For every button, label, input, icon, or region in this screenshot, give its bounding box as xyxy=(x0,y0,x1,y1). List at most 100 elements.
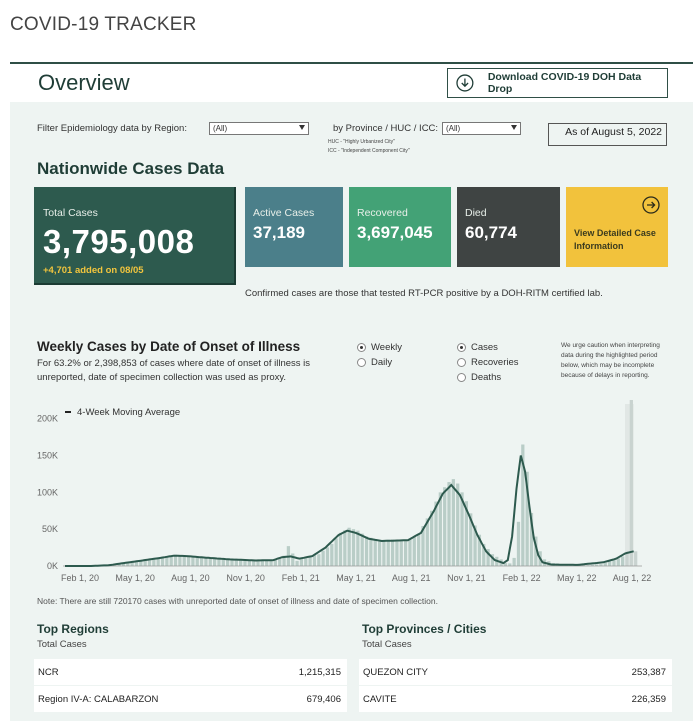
bar xyxy=(334,538,338,566)
radio-deaths[interactable]: Deaths xyxy=(457,372,501,383)
bar xyxy=(152,558,156,566)
bar xyxy=(503,563,508,566)
region-select-value: (All) xyxy=(213,124,228,133)
radio-dot-icon xyxy=(457,343,466,352)
bar xyxy=(625,552,629,566)
bar xyxy=(221,558,225,566)
x-tick-label: Feb 1, 21 xyxy=(282,573,320,583)
bar xyxy=(212,557,217,566)
province-filter-label: by Province / HUC / ICC: xyxy=(333,123,439,134)
bar xyxy=(256,560,260,566)
radio-weekly[interactable]: Weekly xyxy=(357,342,402,353)
bar xyxy=(195,556,199,566)
died-value: 60,774 xyxy=(465,223,517,242)
radio-recoveries[interactable]: Recoveries xyxy=(457,357,519,368)
download-circle-icon xyxy=(456,74,474,92)
region-row[interactable]: Region IV-A: CALABARZON 679,406 xyxy=(34,686,347,712)
died-label: Died xyxy=(465,207,487,219)
view-detailed-case-button[interactable]: View Detailed Case Information xyxy=(566,187,668,267)
top-provinces-subtitle: Total Cases xyxy=(362,639,412,650)
bar xyxy=(434,501,438,566)
region-select[interactable]: (All) xyxy=(209,122,309,135)
bar xyxy=(186,555,191,566)
bar xyxy=(278,557,282,566)
x-tick-label: Aug 1, 21 xyxy=(392,573,431,583)
province-row[interactable]: CAVITE 226,359 xyxy=(359,686,672,712)
recovered-card: Recovered 3,697,045 xyxy=(349,187,451,267)
bar xyxy=(247,560,251,566)
bar xyxy=(412,536,416,566)
bar xyxy=(312,555,317,566)
download-label: Download COVID-19 DOH Data Drop xyxy=(487,71,642,95)
bar xyxy=(330,543,334,566)
province-value: 226,359 xyxy=(631,693,666,705)
bar xyxy=(516,521,521,566)
bar xyxy=(486,549,490,566)
bar xyxy=(343,530,347,566)
bar xyxy=(421,525,425,566)
bar xyxy=(469,513,473,566)
bar xyxy=(616,558,620,566)
bar xyxy=(508,563,512,566)
bar xyxy=(191,556,195,566)
radio-daily[interactable]: Daily xyxy=(357,357,392,368)
top-regions-title: Top Regions xyxy=(37,622,109,636)
active-cases-card: Active Cases 37,189 xyxy=(245,187,343,267)
bar xyxy=(451,479,455,566)
radio-deaths-label: Deaths xyxy=(471,372,502,383)
x-tick-label: Aug 1, 20 xyxy=(171,573,210,583)
radio-cases-label: Cases xyxy=(471,342,498,353)
confirmed-note: Confirmed cases are those that tested RT… xyxy=(245,288,603,299)
bar xyxy=(430,510,434,566)
bar xyxy=(599,564,603,566)
bar xyxy=(121,563,126,566)
bar xyxy=(347,527,351,566)
bar xyxy=(299,559,304,566)
bar xyxy=(165,556,169,566)
bar xyxy=(234,559,238,566)
bar xyxy=(308,556,312,566)
chevron-down-icon xyxy=(511,125,517,130)
province-select[interactable]: (All) xyxy=(442,122,521,135)
y-tick-label: 0K xyxy=(47,561,58,571)
province-row[interactable]: QUEZON CITY 253,387 xyxy=(359,659,672,685)
bar xyxy=(477,534,482,566)
bar xyxy=(403,540,408,566)
bar xyxy=(230,559,234,566)
bar xyxy=(226,559,230,566)
bar xyxy=(369,537,373,566)
bar xyxy=(243,560,247,566)
view-detailed-label: View Detailed Case Information xyxy=(574,228,656,251)
bar xyxy=(490,554,495,566)
bar xyxy=(239,559,243,566)
bar xyxy=(178,554,182,566)
province-value: 253,387 xyxy=(631,666,666,678)
radio-cases[interactable]: Cases xyxy=(457,342,498,353)
icc-note: ICC - "Independent Component City" xyxy=(328,148,410,154)
y-tick-label: 200K xyxy=(37,414,58,424)
bar xyxy=(139,560,143,566)
bar xyxy=(373,539,377,566)
recovered-value: 3,697,045 xyxy=(357,223,433,242)
total-cases-label: Total Cases xyxy=(43,207,98,219)
bar xyxy=(173,554,178,566)
bar xyxy=(390,539,395,566)
total-cases-card: Total Cases 3,795,008 +4,701 added on 08… xyxy=(34,187,236,285)
region-row[interactable]: NCR 1,215,315 xyxy=(34,659,347,685)
bar xyxy=(260,560,264,566)
total-cases-added: +4,701 added on 08/05 xyxy=(43,265,144,276)
bar xyxy=(217,558,221,566)
region-name: NCR xyxy=(38,666,59,678)
bar xyxy=(317,554,321,566)
bar xyxy=(525,471,529,566)
bar xyxy=(634,551,638,566)
region-filter-label: Filter Epidemiology data by Region: xyxy=(37,123,187,134)
weekly-chart-subtitle: For 63.2% or 2,398,853 of cases where da… xyxy=(37,358,311,383)
bar xyxy=(364,536,369,566)
radio-weekly-label: Weekly xyxy=(371,342,402,353)
x-tick-label: Feb 1, 22 xyxy=(503,573,541,583)
download-data-drop-button[interactable]: Download COVID-19 DOH Data Drop xyxy=(447,68,668,98)
bar xyxy=(399,540,403,566)
bar xyxy=(482,543,486,566)
